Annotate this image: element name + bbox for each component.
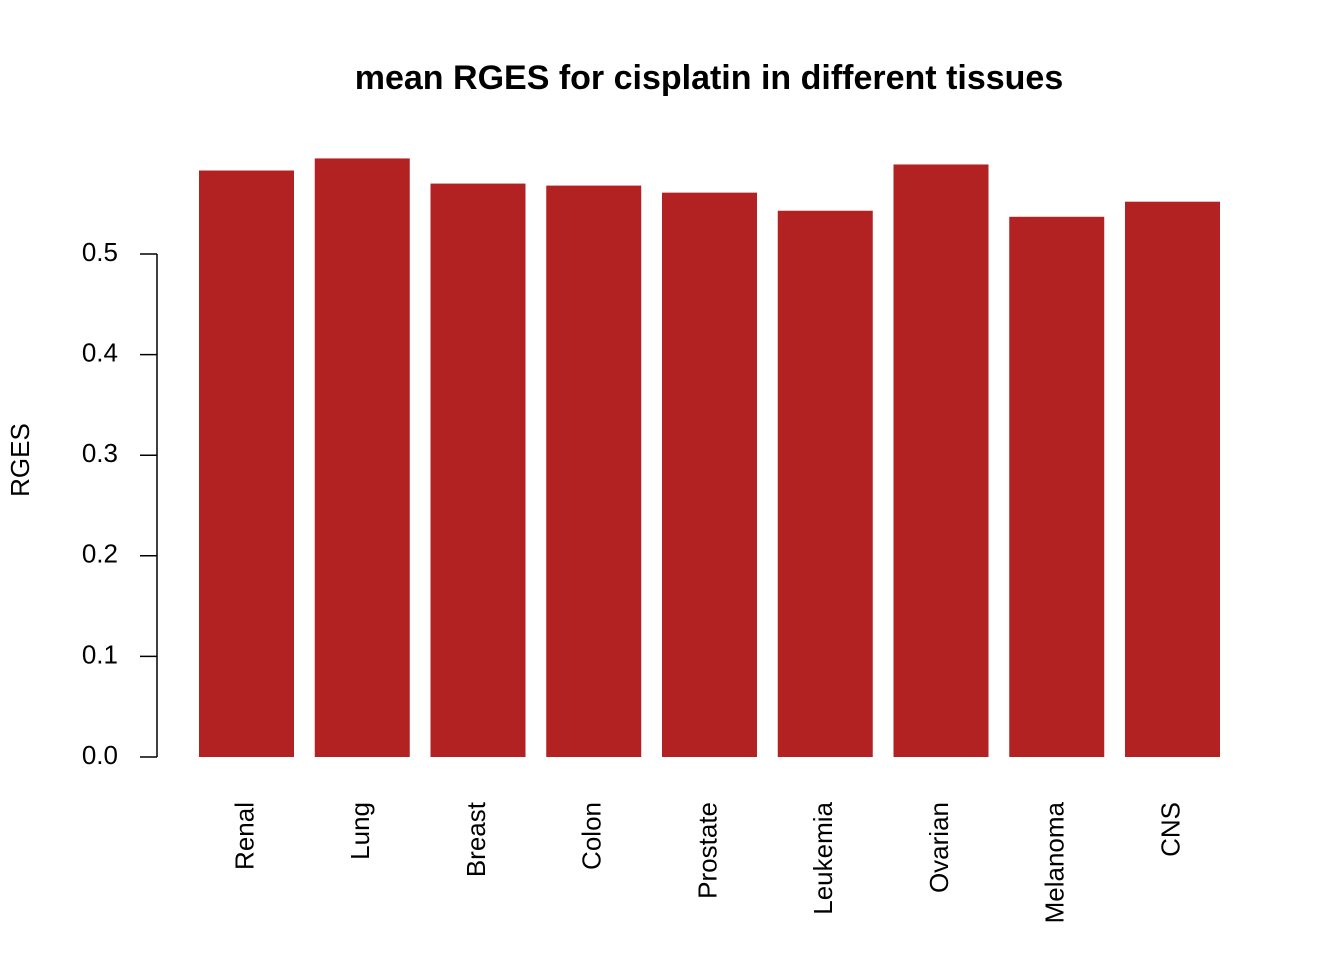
y-tick-label: 0.2 [82,539,118,569]
bar [199,170,294,757]
y-tick-label: 0.0 [82,740,118,770]
bar [777,210,873,757]
y-tick-label: 0.5 [82,237,118,267]
x-tick-label: Renal [229,802,259,870]
x-tick-label: Ovarian [924,802,954,893]
x-tick-label: Lung [345,802,375,860]
x-tick-label: CNS [1155,802,1185,857]
bar [546,185,642,758]
y-tick-label: 0.4 [82,337,118,367]
x-tick-label: Colon [577,802,607,870]
bar [893,164,989,757]
x-tick-label: Prostate [692,802,722,899]
bar [1125,201,1220,758]
x-tick-label: Breast [461,801,491,877]
bar [314,158,410,757]
y-axis-label: RGES [5,423,35,497]
bar [430,183,526,757]
x-tick-label: Leukemia [808,801,838,914]
chart-title: mean RGES for cisplatin in different tis… [355,59,1064,97]
y-tick-label: 0.3 [82,438,118,468]
x-tick-label: Melanoma [1040,801,1070,923]
bar [662,192,757,757]
y-tick-label: 0.1 [82,639,118,669]
bar [1009,216,1105,757]
